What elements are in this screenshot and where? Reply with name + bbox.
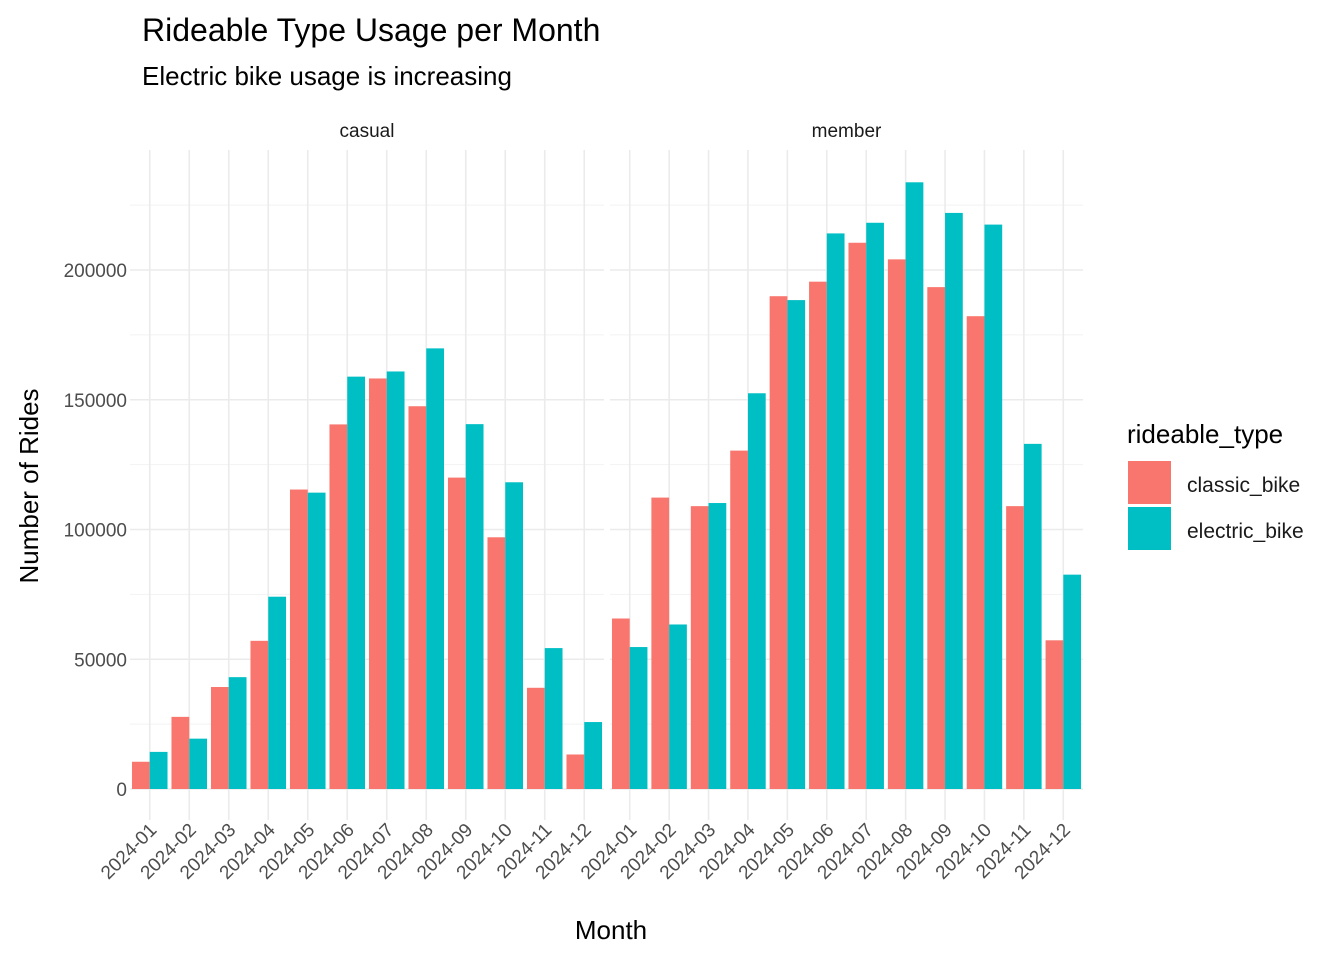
bar-casual-electric-bike-2024-03 xyxy=(228,677,247,789)
legend-swatch-electric-bike xyxy=(1128,507,1171,550)
bar-casual-classic-bike-2024-01 xyxy=(131,761,150,789)
bar-casual-electric-bike-2024-02 xyxy=(189,738,208,789)
bar-member-electric-bike-2024-12 xyxy=(1063,574,1082,789)
y-tick-label: 200000 xyxy=(64,261,127,282)
facet-label-casual: casual xyxy=(340,121,395,142)
bar-member-classic-bike-2024-09 xyxy=(927,287,946,789)
bar-member-classic-bike-2024-11 xyxy=(1006,506,1024,789)
bar-casual-electric-bike-2024-10 xyxy=(505,482,524,789)
bar-member-electric-bike-2024-01 xyxy=(629,647,648,789)
legend-label-classic-bike: classic_bike xyxy=(1187,474,1300,497)
bar-casual-classic-bike-2024-03 xyxy=(210,687,229,789)
bar-member-classic-bike-2024-08 xyxy=(887,259,906,790)
bar-member-electric-bike-2024-05 xyxy=(787,300,806,789)
y-tick-label: 150000 xyxy=(64,391,127,412)
facet-panels: casual2024-012024-022024-032024-042024-0… xyxy=(97,121,1083,884)
legend-label-electric-bike: electric_bike xyxy=(1187,520,1304,543)
bar-member-electric-bike-2024-11 xyxy=(1023,443,1042,789)
bar-member-electric-bike-2024-04 xyxy=(747,393,766,789)
chart-subtitle: Electric bike usage is increasing xyxy=(142,61,512,91)
bar-casual-electric-bike-2024-04 xyxy=(268,596,287,789)
bar-member-classic-bike-2024-03 xyxy=(690,506,709,789)
bar-casual-electric-bike-2024-06 xyxy=(347,376,366,789)
bar-casual-classic-bike-2024-06 xyxy=(329,424,348,789)
bar-member-classic-bike-2024-01 xyxy=(611,618,630,789)
bar-casual-electric-bike-2024-08 xyxy=(426,348,445,789)
bar-casual-classic-bike-2024-12 xyxy=(566,754,585,789)
bar-casual-electric-bike-2024-12 xyxy=(584,722,603,789)
y-axis: 0 50000 100000 150000 200000 xyxy=(64,261,127,801)
y-axis-label: Number of Rides xyxy=(14,388,44,583)
bar-member-electric-bike-2024-06 xyxy=(826,233,845,789)
bar-member-electric-bike-2024-09 xyxy=(945,212,963,789)
legend-title: rideable_type xyxy=(1127,419,1283,449)
bar-member-electric-bike-2024-10 xyxy=(984,224,1003,789)
bar-casual-electric-bike-2024-09 xyxy=(465,424,484,789)
bar-member-classic-bike-2024-12 xyxy=(1045,640,1064,789)
y-tick-label: 0 xyxy=(116,780,127,801)
bar-casual-classic-bike-2024-02 xyxy=(171,716,190,789)
bar-casual-electric-bike-2024-11 xyxy=(544,648,563,789)
legend: rideable_type classic_bike electric_bike xyxy=(1127,419,1304,550)
bar-member-electric-bike-2024-03 xyxy=(708,503,727,789)
y-tick-label: 50000 xyxy=(74,650,127,671)
bar-casual-classic-bike-2024-10 xyxy=(487,537,506,789)
bar-member-electric-bike-2024-07 xyxy=(866,222,884,789)
bar-casual-electric-bike-2024-01 xyxy=(149,751,168,789)
bar-member-classic-bike-2024-05 xyxy=(769,296,788,789)
bar-casual-electric-bike-2024-07 xyxy=(386,371,405,789)
bar-member-electric-bike-2024-02 xyxy=(669,624,687,789)
bar-casual-classic-bike-2024-09 xyxy=(447,477,466,789)
bar-casual-electric-bike-2024-05 xyxy=(307,492,326,789)
bar-member-classic-bike-2024-07 xyxy=(848,242,867,789)
bar-member-classic-bike-2024-10 xyxy=(966,316,985,789)
chart-title: Rideable Type Usage per Month xyxy=(142,12,600,48)
bar-member-classic-bike-2024-02 xyxy=(651,497,670,789)
legend-swatch-classic-bike xyxy=(1128,461,1171,504)
bar-casual-classic-bike-2024-07 xyxy=(368,378,387,789)
bar-member-electric-bike-2024-08 xyxy=(905,182,924,789)
facet-label-member: member xyxy=(812,121,882,142)
y-tick-label: 100000 xyxy=(64,521,127,542)
bar-casual-classic-bike-2024-05 xyxy=(289,489,308,789)
x-axis-label: Month xyxy=(575,915,647,945)
bar-member-classic-bike-2024-06 xyxy=(809,281,827,789)
bar-casual-classic-bike-2024-08 xyxy=(408,406,427,789)
bar-member-classic-bike-2024-04 xyxy=(730,450,748,789)
bar-casual-classic-bike-2024-04 xyxy=(250,640,269,789)
facet-member: member2024-012024-022024-032024-042024-0… xyxy=(577,121,1083,884)
facet-casual: casual2024-012024-022024-032024-042024-0… xyxy=(97,121,604,884)
bar-casual-classic-bike-2024-11 xyxy=(526,687,545,789)
